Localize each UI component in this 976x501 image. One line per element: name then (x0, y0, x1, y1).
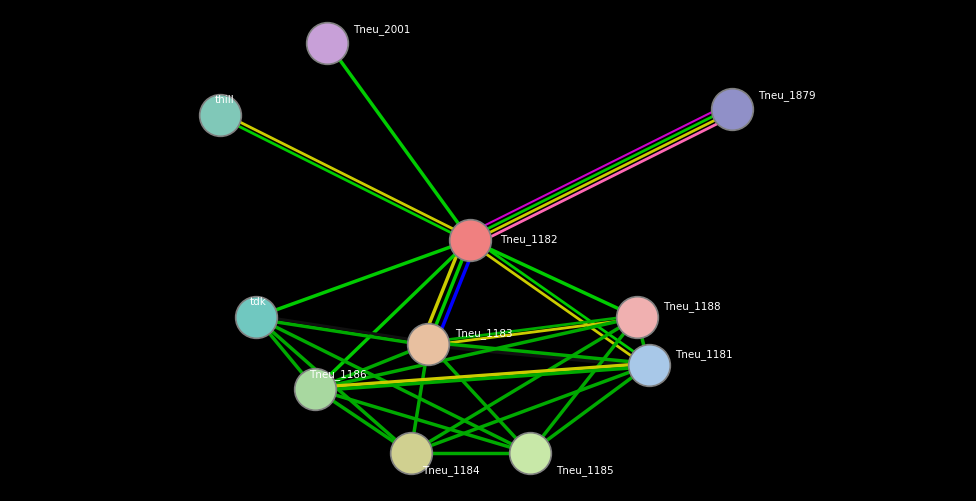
Text: tdk: tdk (250, 297, 266, 307)
Text: Tneu_1182: Tneu_1182 (500, 234, 557, 245)
Text: Tneu_1184: Tneu_1184 (423, 464, 480, 475)
Point (421, 340, 436, 348)
Text: Tneu_1181: Tneu_1181 (674, 349, 733, 360)
Point (403, 449, 419, 457)
Text: Tneu_1186: Tneu_1186 (309, 369, 367, 380)
Point (307, 385, 323, 393)
Point (319, 39, 335, 47)
Point (641, 361, 657, 369)
Point (463, 236, 478, 244)
Text: Tneu_2001: Tneu_2001 (353, 24, 411, 35)
Point (213, 111, 228, 119)
Point (522, 449, 538, 457)
Text: thill: thill (215, 95, 234, 105)
Point (629, 313, 644, 321)
Point (724, 105, 740, 113)
Text: Tneu_1183: Tneu_1183 (455, 328, 512, 339)
Text: Tneu_1879: Tneu_1879 (758, 91, 816, 101)
Text: Tneu_1188: Tneu_1188 (663, 301, 720, 312)
Point (248, 313, 264, 321)
Text: Tneu_1185: Tneu_1185 (556, 464, 614, 475)
